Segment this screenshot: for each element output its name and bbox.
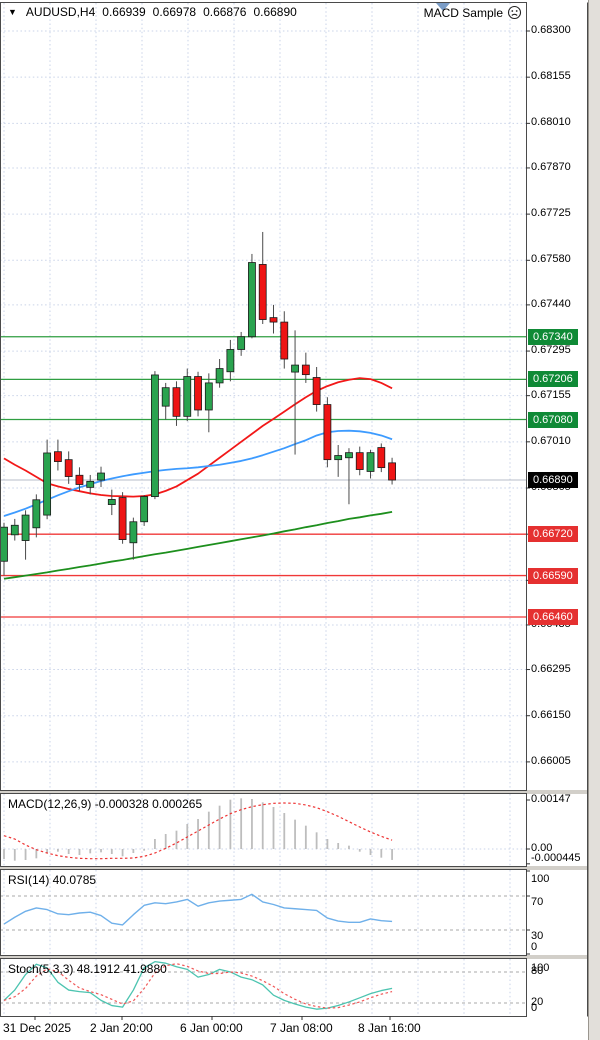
pane-border [0,2,527,791]
ohlc-close: 0.66890 [253,5,297,19]
candle-bullish [226,349,235,373]
candle-bearish [269,317,278,323]
symbol-dropdown-icon[interactable]: ▼ [8,7,17,17]
candle-bearish [64,459,73,477]
candle-bearish [258,264,267,320]
candle-bullish [107,499,116,505]
candle-bearish [377,447,386,469]
candle-bullish [86,480,95,488]
candle-bullish [161,387,170,407]
indicator-title: MACD Sample [418,5,522,20]
pane-divider[interactable] [0,790,588,794]
candle-bearish [172,387,181,417]
candle-bearish [312,377,321,405]
candle-bullish [334,455,343,461]
candle-bearish [118,497,127,540]
candle-bearish [388,462,396,481]
candle-bullish [345,452,353,459]
candle-bullish [21,514,30,541]
candle-bullish [183,376,192,417]
ma-line-fast-red [3,377,393,498]
candle-bullish [32,499,41,529]
pane-border [0,793,527,867]
ohlc-low: 0.66876 [203,5,247,19]
candle-bullish [0,526,8,562]
candle-bullish [129,521,138,544]
arrow-down-marker-icon [436,3,450,11]
candle-bearish [301,364,310,376]
ohlc-open: 0.66939 [102,5,146,19]
pane-border [0,958,527,1017]
indicator-name-label: MACD Sample [423,5,503,20]
rsi-line [3,893,393,926]
window-right-edge [588,0,600,1040]
sad-face-icon [507,5,522,20]
candle-bullish [366,452,375,472]
candle-bullish [204,382,213,411]
candle-bullish [140,496,149,523]
macd-signal-line [3,802,393,860]
candle-bullish [237,336,246,350]
stoch-k-line [3,960,393,1010]
ma-line-slow-green [3,511,393,580]
stoch-d-line [3,963,393,1009]
pane-divider[interactable] [0,955,588,959]
candle-bullish [10,524,19,536]
candle-bearish [194,376,202,411]
candle-bullish [151,374,159,498]
candle-bearish [323,404,332,461]
candle-bearish [355,452,364,470]
candle-bullish [248,262,256,338]
candle-bearish [54,451,62,462]
chart-header: ▼ AUDUSD,H4 0.66939 0.66978 0.66876 0.66… [8,5,297,19]
pane-border [0,869,527,956]
candle-bullish [43,452,52,516]
pane-divider[interactable] [0,866,588,870]
candle-bullish [97,472,105,481]
symbol-label: AUDUSD,H4 [25,5,96,19]
candle-bearish [75,474,84,485]
candle-bullish [291,364,299,373]
candle-bullish [215,368,224,384]
candle-bearish [280,321,289,360]
ohlc-high: 0.66978 [152,5,197,19]
